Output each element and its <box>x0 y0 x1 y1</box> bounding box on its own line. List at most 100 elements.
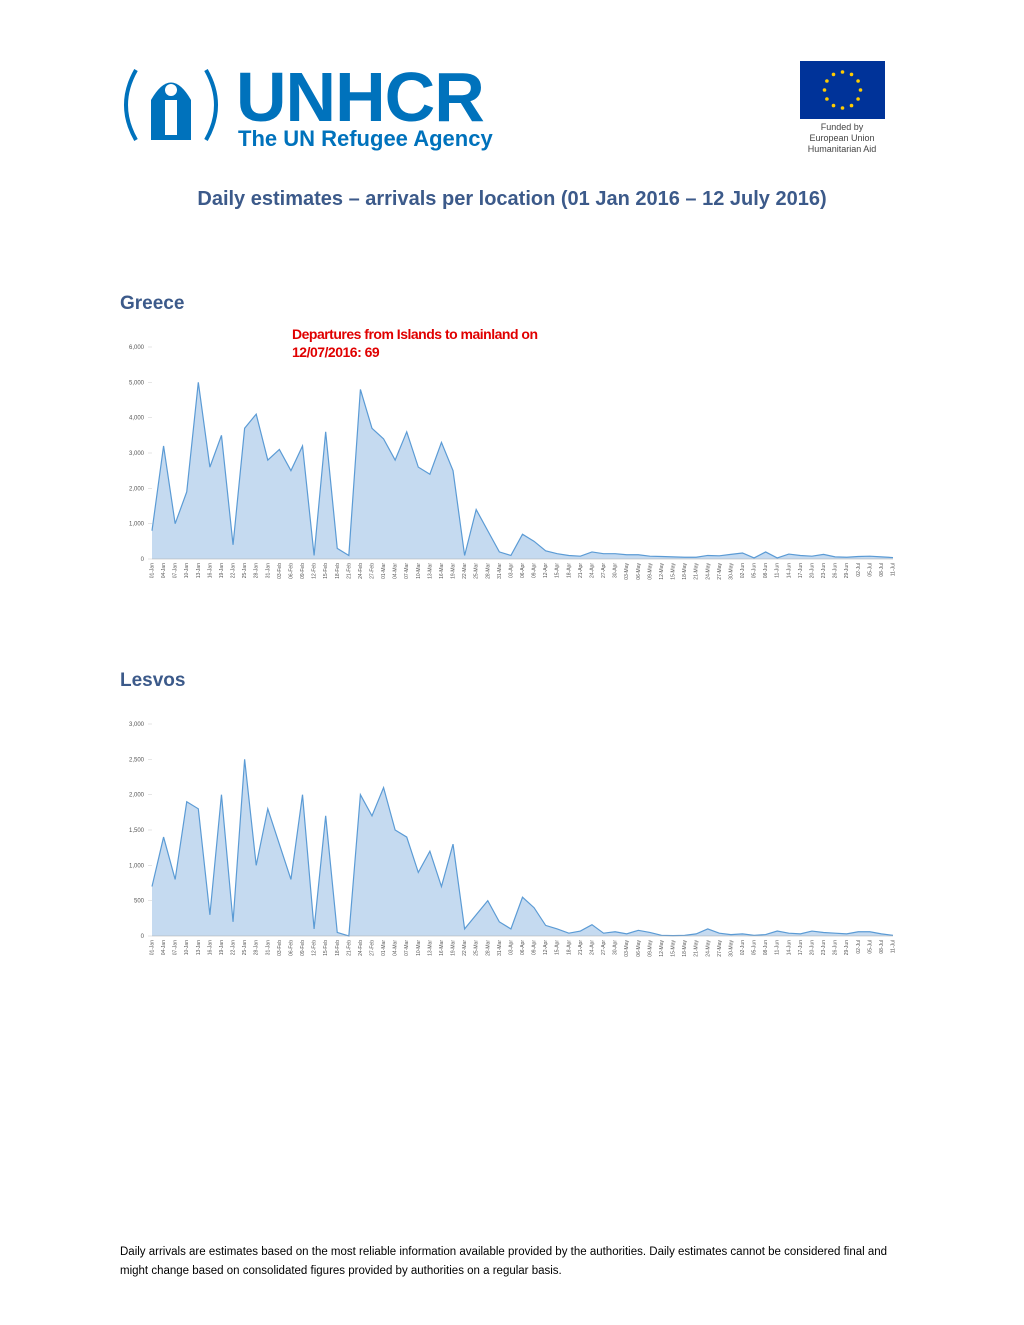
x-tick-label: 29-Jun <box>844 940 850 956</box>
x-tick-label: 22-Jan <box>231 940 237 956</box>
x-tick-label: 24-Apr <box>589 940 595 955</box>
x-tick-label: 21-Feb <box>346 563 352 579</box>
x-tick-label: 23-Jun <box>821 563 827 579</box>
chart-title: Lesvos <box>120 670 186 691</box>
x-tick-label: 17-Jun <box>798 563 804 579</box>
x-tick-label: 13-Mar <box>427 563 433 579</box>
x-tick-label: 19-Jan <box>219 563 225 579</box>
x-tick-label: 24-Apr <box>589 563 595 578</box>
x-tick-label: 30-May <box>728 940 734 957</box>
x-tick-label: 21-Apr <box>578 940 584 955</box>
y-tick-label: 0 <box>141 934 145 940</box>
x-tick-label: 27-May <box>717 940 723 957</box>
x-tick-label: 18-Apr <box>566 940 572 955</box>
x-tick-label: 11-Jun <box>775 563 781 578</box>
x-tick-label: 28-Mar <box>485 563 491 579</box>
x-tick-label: 31-Mar <box>497 563 503 579</box>
eu-star <box>831 72 836 77</box>
x-tick-label: 03-Feb <box>277 563 283 579</box>
x-tick-label: 29-Jun <box>844 563 850 579</box>
x-tick-label: 21-May <box>694 940 700 957</box>
x-tick-label: 09-Apr <box>532 940 538 955</box>
x-tick-label: 03-Feb <box>277 940 283 956</box>
x-tick-label: 05-Jul <box>867 940 873 954</box>
y-tick-label: 1,500 <box>129 828 145 834</box>
eu-line: European Union <box>809 133 875 143</box>
x-tick-label: 08-Jun <box>763 563 769 579</box>
chart: 0 1,000 2,000 3,000 4,000 5,000 6,000 01-Jan 04-… <box>129 345 897 580</box>
x-tick-label: 25-Jan <box>242 563 248 579</box>
x-tick-label: 08-Jul <box>879 563 885 577</box>
y-tick-label: 2,500 <box>129 757 145 763</box>
x-tick-label: 27-May <box>717 563 723 580</box>
eu-star <box>856 97 860 101</box>
x-tick-label: 13-Jan <box>196 563 202 579</box>
x-tick-label: 15-Apr <box>555 563 561 578</box>
y-tick-label: 4,000 <box>129 416 145 422</box>
eu-line: Humanitarian Aid <box>807 144 877 154</box>
x-tick-label: 30-May <box>728 563 734 580</box>
y-tick-label: 5,000 <box>129 380 145 386</box>
x-tick-label: 12-May <box>659 563 665 580</box>
x-tick-label: 21-Apr <box>578 563 584 578</box>
x-tick-label: 24-May <box>705 940 711 957</box>
x-tick-label: 12-May <box>659 940 665 957</box>
x-tick-label: 03-May <box>624 563 630 580</box>
x-tick-label: 09-Feb <box>300 563 306 579</box>
x-tick-label: 27-Apr <box>601 940 607 955</box>
x-tick-label: 04-Mar <box>393 563 399 579</box>
x-tick-label: 07-Jan <box>173 940 179 956</box>
x-tick-label: 26-Jun <box>833 940 839 956</box>
x-tick-label: 11-Jul <box>891 563 897 576</box>
x-tick-label: 20-Jun <box>809 940 815 956</box>
eu-star <box>825 97 829 101</box>
y-tick-label: 3,000 <box>129 722 145 728</box>
x-tick-label: 07-Mar <box>404 940 410 956</box>
x-tick-label: 09-Apr <box>532 563 538 578</box>
x-tick-label: 24-May <box>705 563 711 580</box>
x-tick-label: 10-Jan <box>184 940 190 956</box>
logo: UNHCR <box>236 58 485 136</box>
x-tick-label: 12-Apr <box>543 563 549 578</box>
x-tick-label: 10-Jan <box>184 563 190 579</box>
y-tick-label: 2,000 <box>129 793 145 799</box>
x-tick-label: 07-Mar <box>404 563 410 579</box>
x-tick-label: 05-Jul <box>867 563 873 577</box>
eu-star <box>825 79 829 83</box>
annotation: Departures from Islands to mainland on 1… <box>292 326 538 360</box>
line <box>151 759 894 937</box>
x-tick-label: 06-May <box>636 563 642 580</box>
x-tick-label: 08-Jun <box>763 940 769 956</box>
x-tick-label: 25-Jan <box>242 940 248 956</box>
x-tick-label: 18-May <box>682 563 688 580</box>
x-tick-label: 27-Feb <box>369 940 375 956</box>
x-tick-label: 31-Jan <box>265 563 271 579</box>
x-tick-label: 06-Apr <box>520 563 526 578</box>
x-tick-label: 25-Mar <box>474 940 480 956</box>
x-tick-label: 22-Mar <box>462 563 468 579</box>
x-tick-label: 02-Jul <box>856 940 862 954</box>
area <box>152 382 893 559</box>
x-tick-label: 18-Apr <box>566 563 572 578</box>
x-tick-label: 22-Jan <box>231 563 237 579</box>
x-tick-label: 19-Mar <box>451 940 457 956</box>
x-tick-label: 25-Mar <box>474 563 480 579</box>
eu-star <box>831 103 836 108</box>
logo-subtitle: The UN Refugee Agency <box>238 126 493 151</box>
y-tick-label: 6,000 <box>129 345 145 351</box>
x-tick-label: 19-Jan <box>219 940 225 956</box>
y-tick-label: 1,000 <box>129 863 145 869</box>
x-tick-label: 11-Jun <box>775 940 781 955</box>
x-tick-label: 16-Jan <box>207 940 213 956</box>
x-tick-label: 05-Jun <box>752 940 758 956</box>
x-tick-label: 18-Feb <box>335 563 341 579</box>
x-tick-label: 09-May <box>647 563 653 580</box>
x-tick-label: 06-May <box>636 940 642 957</box>
x-tick-label: 01-Jan <box>150 940 156 956</box>
footer-note: Daily arrivals are estimates based on th… <box>120 1246 888 1277</box>
x-tick-label: 27-Apr <box>601 563 607 578</box>
x-tick-label: 03-Apr <box>508 563 514 578</box>
x-tick-label: 22-Mar <box>462 940 468 956</box>
x-tick-label: 27-Feb <box>369 563 375 579</box>
